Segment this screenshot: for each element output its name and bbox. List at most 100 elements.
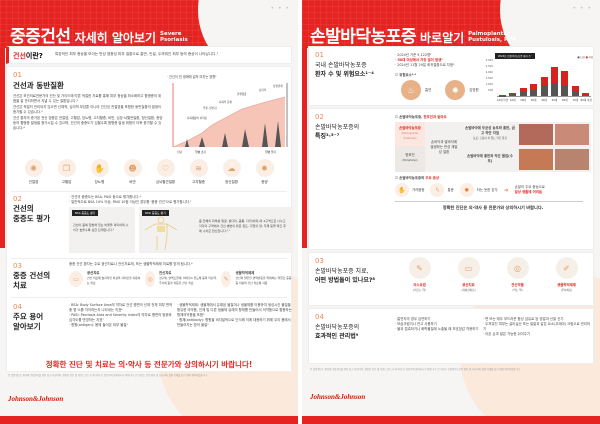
joint-icon: ✺ xyxy=(24,159,43,177)
svg-text:질병 초기: 질병 초기 xyxy=(195,150,207,154)
infection-icon: ✺ xyxy=(445,80,466,100)
red-side-bar xyxy=(0,48,5,248)
section-title: 건선과 동반질환 xyxy=(13,81,64,90)
x-tick-label: 40대 xyxy=(541,99,547,102)
comorbidity-diabetes: ✋ 당뇨병 xyxy=(86,159,114,185)
svg-text:진단: 진단 xyxy=(177,150,183,154)
patient-bar-chart: 2024년 손발바닥농포증 환자 수¹ ■ 남성 ■ 여성 3,000 2,50… xyxy=(485,53,593,102)
care-tips-right: · 면 또는 매우 부드러운 합성 섬유로 된 양말과 신발 신기 · 두꺼워진… xyxy=(483,317,591,336)
blood-pressure-icon: ❒ xyxy=(57,159,76,177)
comorbidity-cardio: ♡ 심뇌혈관질환 xyxy=(152,159,180,185)
svg-text:사회적 문제: 사회적 문제 xyxy=(219,100,232,104)
poster-title: 중증건선 자세히 알아보기 Severe Psoriasis xyxy=(10,27,188,47)
chart-bar xyxy=(519,87,527,96)
cholesterol-icon: ≋ xyxy=(189,159,208,177)
chart-bar xyxy=(561,70,569,96)
chart-bar xyxy=(509,92,517,96)
comorbidity-hypertension: ❒ 고혈압 xyxy=(53,159,81,185)
y-axis: 3,000 2,500 2,000 1,500 1,000 500 xyxy=(485,59,493,92)
red-side-bar xyxy=(302,48,307,248)
comorbidity-icons: ✺ 관절염 ❒ 고혈압 ✋ 당뇨병 ☻ 비만 ♡ 심뇌혈관질환 ≋ 고지혈증 ☁ 정신질환 ✹… xyxy=(17,159,281,185)
smoking-icon: ♨ xyxy=(401,80,421,100)
stats-list: · 2024년 기준 9,122명¹ · 50대 여성에서 가장 많이 발생² … xyxy=(395,53,455,67)
poster-title: 손발바닥농포증 바로알기 Palmoplantar Pustulosis, PPP xyxy=(310,27,517,47)
body-figure-icon xyxy=(145,216,178,251)
header-banner: • • • 손발바닥농포증 바로알기 Palmoplantar Pustulosis,… xyxy=(302,0,600,80)
section-number: 02 xyxy=(13,195,22,203)
ppp-treatments: ✎ 국소요법 (바르는 약) ▭ 광선치료 (자외선치료) ◎ 전신약물 (먹는 약) ✐ 생… xyxy=(395,257,591,293)
care-tips-left: · 흡연자의 경우 금연하기 · 보습크림이나 연고 사용하기 · 물과 접촉하… xyxy=(395,317,479,331)
burning-icon: ✸ xyxy=(459,183,474,197)
arrow-right-icon: ➜ xyxy=(503,186,509,194)
obesity-icon: ☻ xyxy=(123,159,142,177)
header-banner: • • • 중증건선 자세히 알아보기 Severe Psoriasis xyxy=(0,0,298,80)
x-tick-label: 10대 xyxy=(509,99,516,102)
pasi-box: PASI 중증도 평가 몸 전체의 피부를 얼굴, 팔다리, 몸통, 다리(하지… xyxy=(139,207,293,253)
heart-icon: ♡ xyxy=(156,159,175,177)
tumor-icon: ✹ xyxy=(255,159,274,177)
syringe-icon: ✎ xyxy=(221,271,232,287)
pompholyx-photo-2 xyxy=(555,149,589,170)
chart-bar xyxy=(530,84,538,96)
chart-bar xyxy=(582,93,590,96)
treatment-topical: ✎ 국소요법 (바르는 약) xyxy=(408,257,431,293)
bottom-bar xyxy=(302,416,600,424)
ppp-photo-1 xyxy=(519,124,553,145)
x-tick-label: 60대 xyxy=(562,99,568,102)
section-number: 03 xyxy=(13,262,22,270)
bsa-box: BSA 중증도 평가 건선이 몸에 침범해 있는 비율을 의미하며 수치가 높을… xyxy=(69,207,135,253)
section-title: 주요 용어 알아보기 xyxy=(13,312,44,331)
chart-bar xyxy=(540,77,548,96)
pill-icon: ◎ xyxy=(145,271,155,287)
pompholyx-photo-1 xyxy=(519,149,553,170)
main-card: 01 건선과 동반질환 건선은 보건의료전문가의 진단 및 가이드에 따른 적절… xyxy=(6,66,293,372)
itch-icon: ✋ xyxy=(395,183,409,197)
treatment-systemic: ◎ 전신약물 (먹는 약) xyxy=(506,257,529,293)
treatment-biologics: ✎ 생물학적제제 건선의 원인인 면역반응을 억제하는 약물로 중등증 이상의 건선… xyxy=(221,271,293,287)
section-number: 04 xyxy=(13,303,22,311)
bottom-bar xyxy=(0,416,298,424)
section-title: 중증 건선의 치료 xyxy=(13,271,51,290)
x-tick-label: 20대 xyxy=(520,99,526,102)
intro-card: 건선이란? 특징적인 피부 증상을 보이는 만성 염증성 피부 질환으로 홍반,… xyxy=(6,46,292,64)
syringe-icon: ✐ xyxy=(555,257,578,279)
comorbidity-arthritis: ✺ 관절염 xyxy=(20,159,48,185)
section2-card: 02 손발바닥농포증의 특징³·⁵⁻⁷ ☑ 손발바닥농포증, 한포진과 달라요 손… xyxy=(308,108,594,250)
pill-icon: ◎ xyxy=(506,257,529,279)
ointment-icon: ✎ xyxy=(408,257,431,279)
treatment-phototherapy: ▭ 광선치료 (자외선치료) xyxy=(457,257,480,293)
intro-label: 건선이란? xyxy=(13,52,43,60)
svg-text:사회생활의 어려움: 사회생활의 어려움 xyxy=(187,116,208,120)
svg-text:심리적: 심리적 xyxy=(259,88,267,92)
x-tick-label: 10대 미만 xyxy=(497,99,509,102)
comparison-table: 손발바닥농포증 (Palmoplantar Pustulosis) 한포진 (Pom… xyxy=(395,122,591,172)
chart-bar xyxy=(550,66,558,96)
terms-left: · BSA: Body Surface Area의 약자로 건선 병변이 신체 … xyxy=(69,303,173,327)
ppp-photo-2 xyxy=(555,124,589,145)
risk-factors: ♨ 흡연 ✺ 감염원 xyxy=(401,80,479,100)
section1-bullets: 건선은 보건의료전문가의 진단 및 가이드에 따른 적절한 치료를 통해 피부 … xyxy=(13,94,163,130)
symptoms-row: ✋ 가려움증 ϟ 통증 ✸ 타는 듯한 감각 ➜ 손발의 주요 증상으로 일상 생활에 … xyxy=(395,183,591,197)
x-tick-label: 50대 xyxy=(551,99,558,102)
advice-message: 정확한 진단 및 치료는 의·약사 등 전문가와 상의하시기 바랍니다! xyxy=(45,360,253,369)
pain-icon: ϟ xyxy=(430,183,445,197)
chart-bar xyxy=(498,95,506,96)
lifetime-impact-chart: · 건선이 전 생애에 걸쳐 미치는 영향⁵ 사회생활의 어려움 우울, 불안감… xyxy=(167,75,293,155)
dots-icon: • • • xyxy=(572,5,592,12)
diabetes-icon: ✋ xyxy=(90,159,109,177)
mental-icon: ☁ xyxy=(222,159,241,177)
section-title: 건선의 중증도 평가 xyxy=(13,204,51,223)
x-tick-label: 30대 xyxy=(530,99,537,102)
svg-text:심혈관계: 심혈관계 xyxy=(273,84,283,88)
x-tick-label: 80대 이상 xyxy=(580,99,592,102)
psoriasis-poster: • • • 중증건선 자세히 알아보기 Severe Psoriasis 건선이란? … xyxy=(0,0,298,424)
x-tick-label: 70대 xyxy=(572,99,579,102)
fine-print: 본 질병정보는 환자의 건강관리를 위한 참고 자료이며, 정확한 진단 및 치… xyxy=(8,374,208,377)
comorbidity-lipid: ≋ 고지혈증 xyxy=(185,159,213,185)
bars-container xyxy=(497,61,591,97)
terms-right: · 생물학적제제: 생물체에서 유래된 물질이나 생물체를 이용하여 생성시킨 … xyxy=(177,303,292,327)
comorbidity-mental: ☁ 정신질환 xyxy=(218,159,246,185)
comorbidity-obesity: ☻ 비만 xyxy=(119,159,147,185)
comorbidity-tumor: ✹ 종양 xyxy=(251,159,279,185)
uv-light-icon: ▭ xyxy=(457,257,480,279)
